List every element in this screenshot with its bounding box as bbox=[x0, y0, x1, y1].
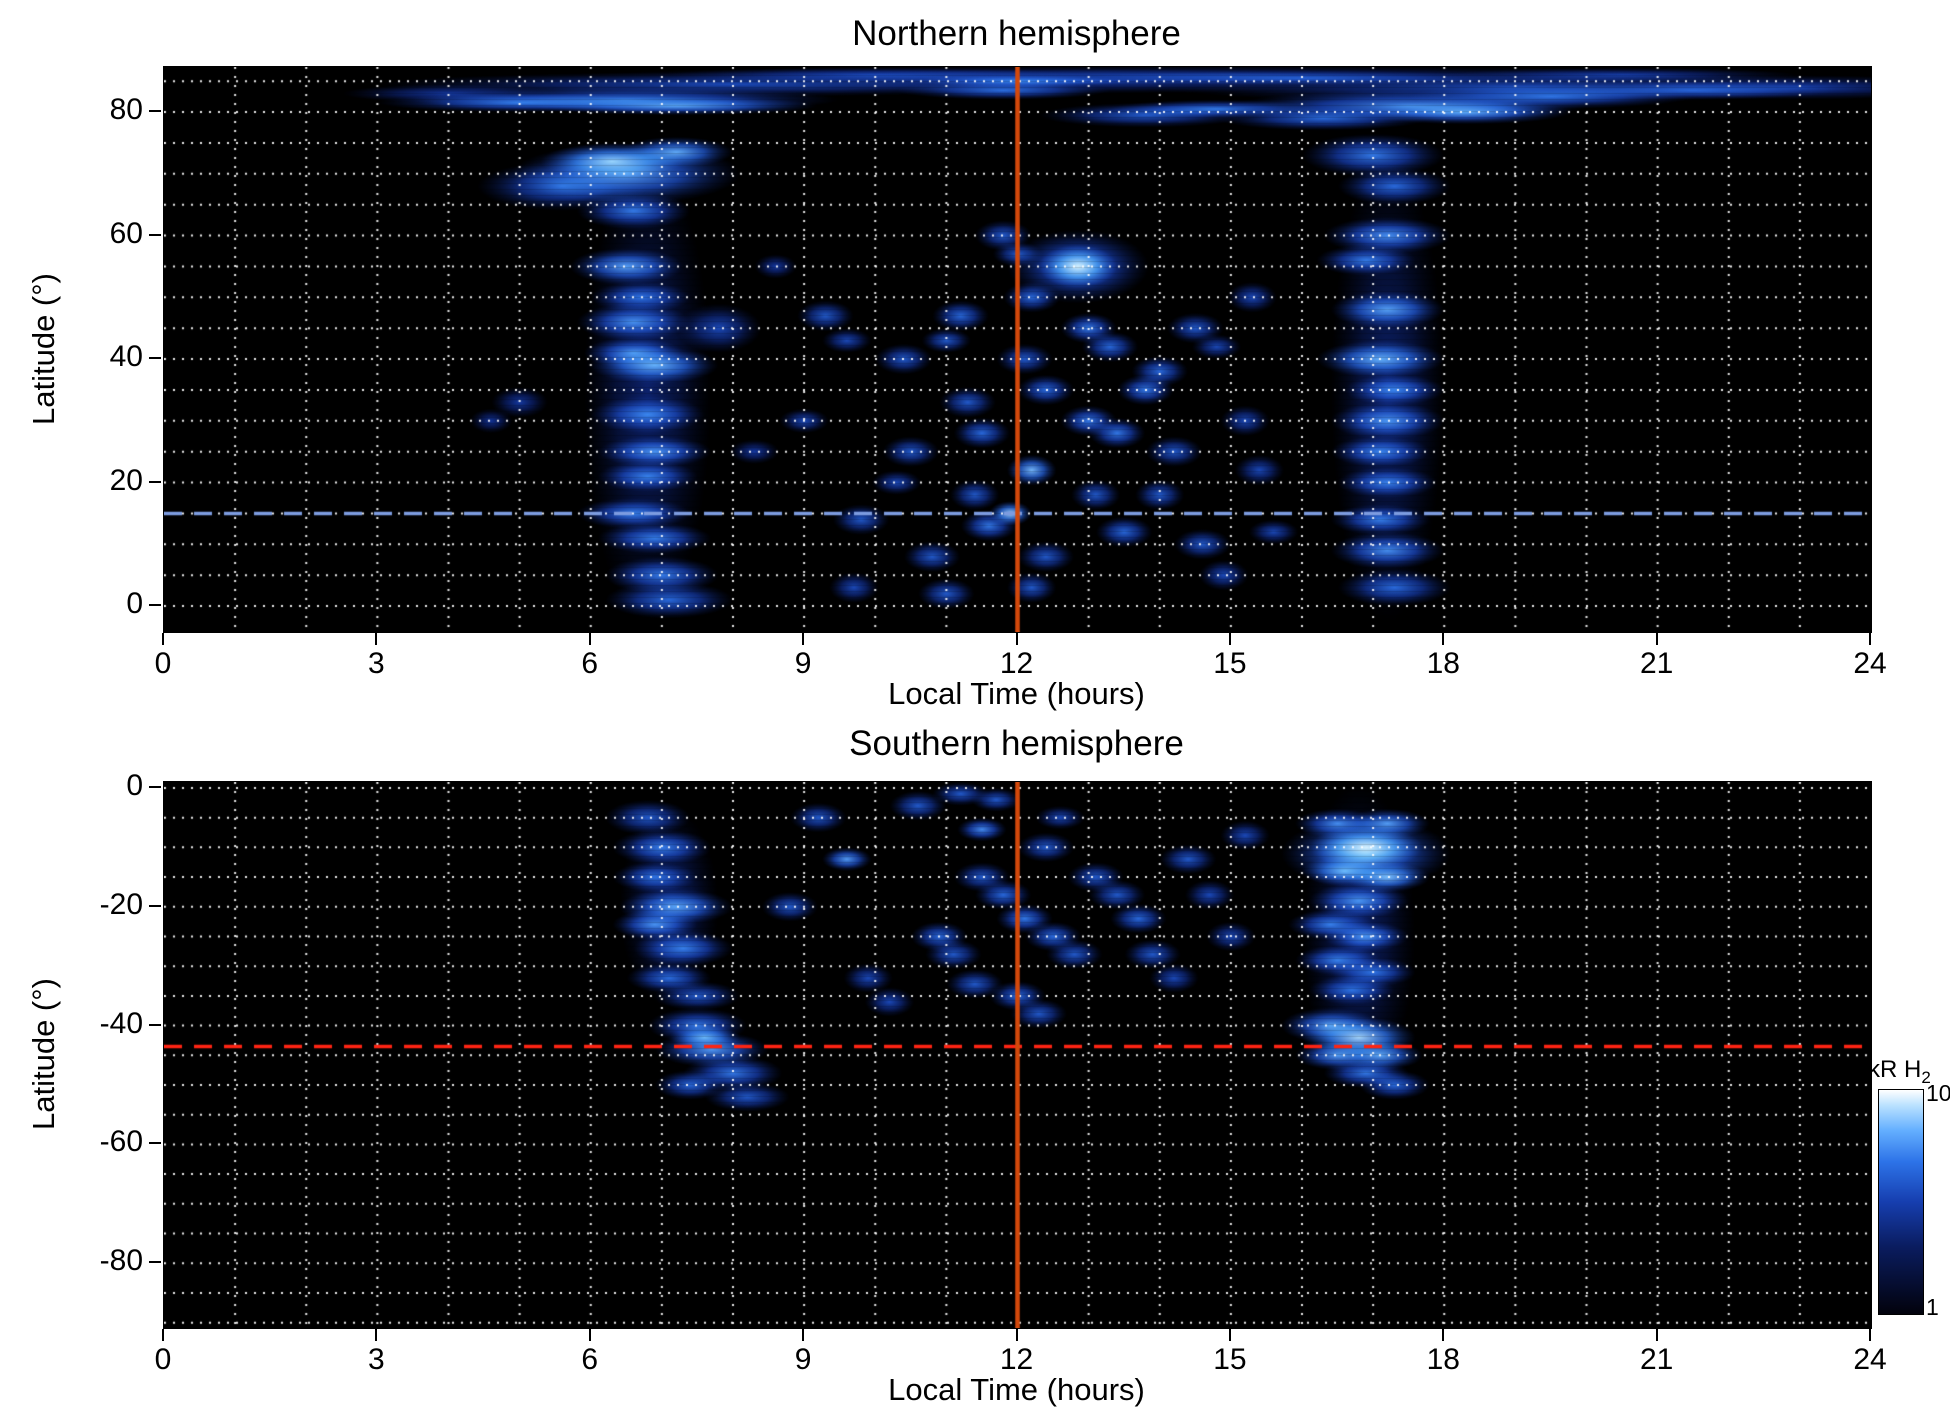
y-tick-mark bbox=[149, 604, 161, 607]
x-tick-label: 18 bbox=[1426, 647, 1460, 680]
x-tick-label: 24 bbox=[1853, 647, 1887, 680]
y-tick-label: -60 bbox=[99, 1125, 143, 1159]
y-tick-mark bbox=[149, 1142, 161, 1145]
y-tick-label: 0 bbox=[126, 587, 143, 621]
x-tick-label: 3 bbox=[368, 1343, 385, 1376]
y-tick-label: -40 bbox=[99, 1006, 143, 1040]
southern-hemisphere-heatmap bbox=[163, 781, 1872, 1329]
south-plot-title: Southern hemisphere bbox=[849, 724, 1184, 763]
x-tick-mark bbox=[802, 1329, 805, 1341]
y-tick-mark bbox=[149, 1023, 161, 1026]
x-tick-mark bbox=[802, 633, 805, 645]
y-tick-mark bbox=[149, 357, 161, 360]
north-x-axis-label: Local Time (hours) bbox=[888, 676, 1145, 711]
x-tick-mark bbox=[1442, 1329, 1445, 1341]
x-tick-mark bbox=[1655, 633, 1658, 645]
south-y-axis-label: Latitude (°) bbox=[26, 978, 61, 1130]
y-tick-mark bbox=[149, 785, 161, 788]
x-tick-label: 6 bbox=[581, 647, 599, 680]
x-tick-label: 12 bbox=[999, 647, 1034, 680]
colorbar-label-subscript: 2 bbox=[1921, 1067, 1931, 1087]
x-tick-label: 24 bbox=[1853, 1343, 1887, 1376]
colorbar-max-label: 10 bbox=[1926, 1080, 1950, 1106]
y-tick-mark bbox=[149, 233, 161, 236]
x-tick-mark bbox=[1228, 1329, 1231, 1341]
x-tick-label: 6 bbox=[581, 1343, 599, 1376]
x-tick-mark bbox=[588, 1329, 591, 1341]
south-x-axis-label: Local Time (hours) bbox=[888, 1372, 1145, 1407]
x-tick-mark bbox=[375, 1329, 378, 1341]
y-tick-mark bbox=[149, 904, 161, 907]
colorbar-label: kR H2 bbox=[1868, 1056, 1931, 1088]
x-tick-mark bbox=[1655, 1329, 1658, 1341]
y-tick-label: 40 bbox=[109, 340, 143, 374]
x-tick-mark bbox=[1869, 1329, 1871, 1341]
x-tick-label: 3 bbox=[368, 647, 385, 680]
colorbar-min-label: 1 bbox=[1926, 1294, 1939, 1320]
x-tick-label: 21 bbox=[1639, 647, 1674, 680]
y-tick-label: 80 bbox=[109, 93, 143, 127]
x-tick-mark bbox=[1442, 633, 1445, 645]
y-tick-mark bbox=[149, 110, 161, 113]
y-tick-mark bbox=[149, 1261, 161, 1264]
x-tick-label: 9 bbox=[794, 647, 812, 680]
x-tick-mark bbox=[1228, 633, 1231, 645]
y-tick-label: 20 bbox=[109, 463, 143, 497]
x-tick-mark bbox=[1869, 633, 1871, 645]
north-plot-title: Northern hemisphere bbox=[852, 14, 1181, 53]
x-tick-mark bbox=[1015, 633, 1018, 645]
y-tick-label: 0 bbox=[126, 768, 143, 802]
x-tick-label: 21 bbox=[1639, 1343, 1674, 1376]
colorbar-gradient bbox=[1878, 1089, 1924, 1315]
x-tick-label: 15 bbox=[1213, 1343, 1247, 1376]
x-tick-label: 0 bbox=[154, 1343, 172, 1376]
y-tick-mark bbox=[149, 480, 161, 483]
x-tick-mark bbox=[588, 633, 591, 645]
x-tick-mark bbox=[162, 633, 164, 645]
x-tick-mark bbox=[375, 633, 378, 645]
x-tick-label: 18 bbox=[1426, 1343, 1460, 1376]
y-tick-label: -80 bbox=[99, 1244, 143, 1278]
x-tick-mark bbox=[1015, 1329, 1018, 1341]
x-tick-label: 12 bbox=[999, 1343, 1034, 1376]
x-tick-mark bbox=[162, 1329, 164, 1341]
y-tick-label: 60 bbox=[109, 216, 143, 250]
colorbar-label-text: kR H bbox=[1868, 1056, 1922, 1083]
y-tick-label: -20 bbox=[99, 887, 143, 921]
x-tick-label: 0 bbox=[154, 647, 172, 680]
x-tick-label: 9 bbox=[794, 1343, 812, 1376]
x-tick-label: 15 bbox=[1213, 647, 1247, 680]
northern-hemisphere-heatmap bbox=[163, 66, 1872, 633]
